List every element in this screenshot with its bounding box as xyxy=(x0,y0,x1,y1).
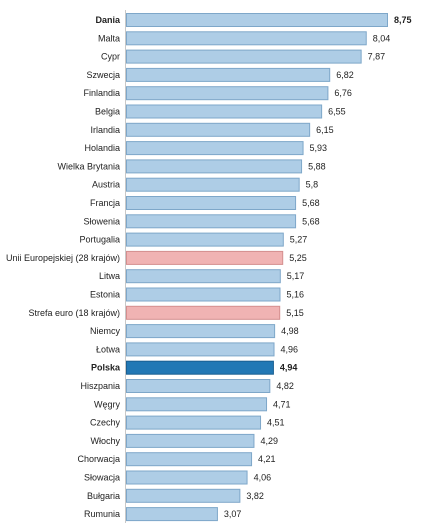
category-label-szwecja: Szwecja xyxy=(86,70,120,80)
bar-holandia xyxy=(126,141,304,156)
bar-portugalia xyxy=(126,232,284,247)
bar-malta xyxy=(126,31,367,46)
category-label-estonia: Estonia xyxy=(90,290,120,300)
category-label-litwa: Litwa xyxy=(99,271,120,281)
category-label-hiszpania: Hiszpania xyxy=(80,381,120,391)
value-label-francja: 5,68 xyxy=(302,198,320,208)
bar-irlandia xyxy=(126,122,311,137)
value-label-austria: 5,8 xyxy=(306,180,319,190)
bar-dania xyxy=(126,13,388,27)
bar-chorwacja xyxy=(126,452,253,467)
category-label-dania: Dania xyxy=(95,15,121,25)
value-label-unii-europejskiej-28-krajow: 5,25 xyxy=(289,253,307,263)
value-label-lotwa: 4,96 xyxy=(281,344,299,354)
bars-group: Dania 8,75 Malta 8,04 Cypr 7,87 Szwecja 6,82 Fin… xyxy=(6,13,412,522)
bar-cypr xyxy=(126,49,362,64)
bar-slowacja xyxy=(126,470,248,485)
value-label-litwa: 5,17 xyxy=(287,271,305,281)
category-label-bulgaria: Bułgaria xyxy=(87,491,120,501)
value-label-holandia: 5,93 xyxy=(310,143,328,153)
value-label-niemcy: 4,98 xyxy=(281,326,299,336)
value-label-malta: 8,04 xyxy=(373,33,391,43)
category-label-chorwacja: Chorwacja xyxy=(77,454,120,464)
category-label-austria: Austria xyxy=(92,180,120,190)
bar-slowenia xyxy=(126,214,297,229)
category-label-rumunia: Rumunia xyxy=(84,509,120,519)
bar-finlandia xyxy=(126,86,329,101)
category-label-niemcy: Niemcy xyxy=(90,326,121,336)
category-label-cypr: Cypr xyxy=(101,52,120,62)
bar-polska xyxy=(126,360,274,375)
value-label-czechy: 4,51 xyxy=(267,418,285,428)
category-label-wlochy: Włochy xyxy=(90,436,120,446)
category-label-czechy: Czechy xyxy=(90,418,121,428)
bar-rumunia xyxy=(126,507,218,522)
bar-strefa-euro-18-krajow xyxy=(126,305,281,320)
bar-wielka-brytania xyxy=(126,159,303,174)
category-label-irlandia: Irlandia xyxy=(90,125,120,135)
bar-litwa xyxy=(126,269,281,284)
category-label-portugalia: Portugalia xyxy=(79,235,120,245)
value-label-estonia: 5,16 xyxy=(287,290,305,300)
bar-belgia xyxy=(126,104,323,119)
category-label-wegry: Węgry xyxy=(94,399,121,409)
category-label-slowacja: Słowacja xyxy=(84,473,120,483)
category-label-wielka-brytania: Wielka Brytania xyxy=(57,161,120,171)
bar-unii-europejskiej-28-krajow xyxy=(126,250,284,265)
value-label-wlochy: 4,29 xyxy=(260,436,278,446)
bar-niemcy xyxy=(126,324,276,339)
category-label-strefa-euro-18-krajow: Strefa euro (18 krajów) xyxy=(28,308,120,318)
bar-francja xyxy=(126,196,297,210)
value-label-polska: 4,94 xyxy=(280,363,298,373)
value-label-wielka-brytania: 5,88 xyxy=(308,161,326,171)
value-label-rumunia: 3,07 xyxy=(224,509,242,519)
bar-hiszpania xyxy=(126,379,271,393)
value-label-wegry: 4,71 xyxy=(273,399,291,409)
value-label-szwecja: 6,82 xyxy=(336,70,354,80)
bar-szwecja xyxy=(126,67,331,82)
value-label-belgia: 6,55 xyxy=(328,107,346,117)
bar-bulgaria xyxy=(126,488,241,503)
value-label-cypr: 7,87 xyxy=(368,52,386,62)
category-label-unii-europejskiej-28-krajow: Unii Europejskiej (28 krajów) xyxy=(6,253,120,263)
value-label-bulgaria: 3,82 xyxy=(246,491,264,501)
bar-austria xyxy=(126,177,300,192)
category-label-belgia: Belgia xyxy=(95,107,120,117)
category-label-lotwa: Łotwa xyxy=(96,344,120,354)
value-label-hiszpania: 4,82 xyxy=(276,381,294,391)
value-label-strefa-euro-18-krajow: 5,15 xyxy=(286,308,304,318)
bar-lotwa xyxy=(126,342,275,357)
category-label-holandia: Holandia xyxy=(84,143,120,153)
category-label-francja: Francja xyxy=(90,198,120,208)
value-label-chorwacja: 4,21 xyxy=(258,454,276,464)
category-label-slowenia: Słowenia xyxy=(83,216,120,226)
category-label-finlandia: Finlandia xyxy=(83,88,120,98)
value-label-dania: 8,75 xyxy=(394,15,412,25)
value-label-slowenia: 5,68 xyxy=(302,216,320,226)
value-label-irlandia: 6,15 xyxy=(316,125,334,135)
bar-wlochy xyxy=(126,433,255,448)
bar-czechy xyxy=(126,415,262,430)
category-label-malta: Malta xyxy=(98,33,120,43)
value-label-slowacja: 4,06 xyxy=(254,473,272,483)
category-label-polska: Polska xyxy=(91,363,121,373)
value-label-finlandia: 6,76 xyxy=(334,88,352,98)
value-label-portugalia: 5,27 xyxy=(290,235,308,245)
bar-wegry xyxy=(126,397,268,412)
bar-estonia xyxy=(126,287,281,302)
